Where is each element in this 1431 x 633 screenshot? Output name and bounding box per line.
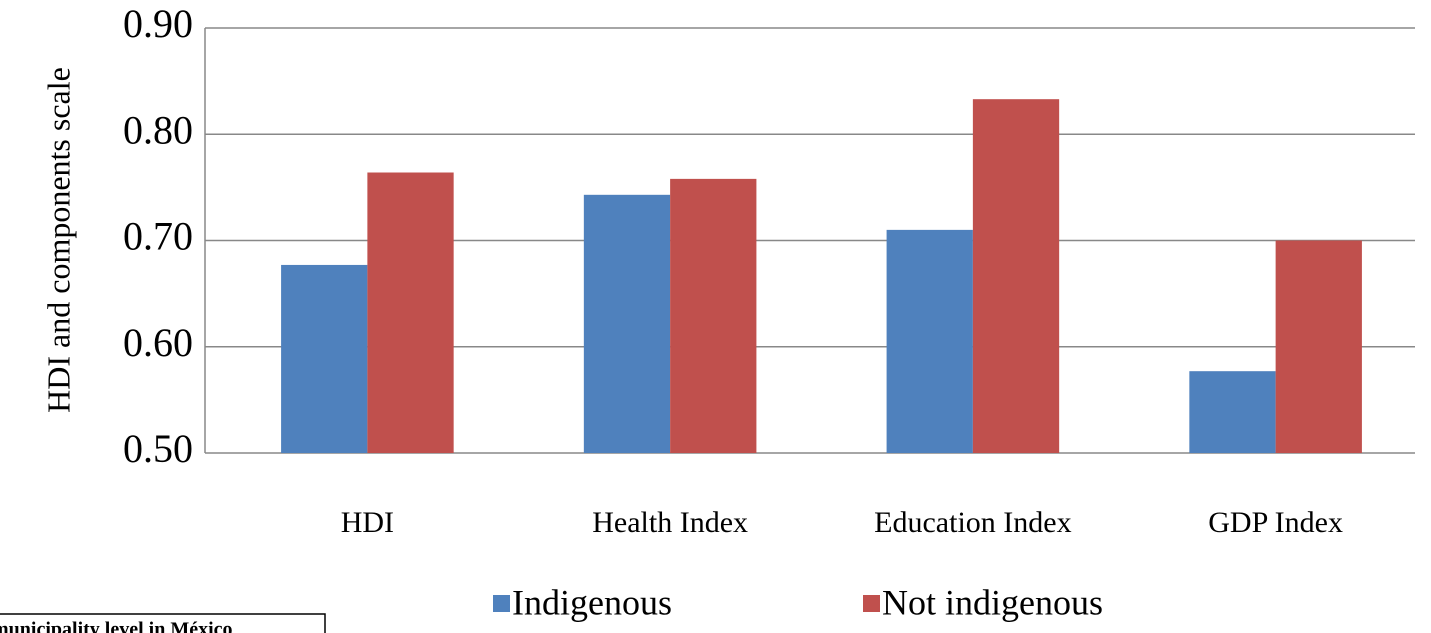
x-tick-label: Education Index <box>874 506 1071 539</box>
x-tick-label: HDI <box>341 506 394 539</box>
annotation-box <box>0 613 326 633</box>
x-tick-label: GDP Index <box>1208 506 1343 539</box>
legend-swatch <box>493 595 510 612</box>
bar <box>972 99 1060 453</box>
legend-label: Indigenous <box>512 582 672 622</box>
bar <box>886 229 973 453</box>
bar <box>583 194 671 453</box>
y-tick-label: 0.90 <box>123 1 193 46</box>
bar <box>367 172 454 453</box>
y-tick-label: 0.60 <box>123 320 193 365</box>
y-tick-label: 0.70 <box>123 214 193 259</box>
annotation: municipality level in México <box>0 619 233 633</box>
bar <box>281 264 368 453</box>
legend-label: Not indigenous <box>882 582 1103 622</box>
x-tick-label: Health Index <box>592 506 748 539</box>
bar <box>1189 371 1276 453</box>
y-axis-label: HDI and components scale <box>40 67 76 413</box>
y-tick-label: 0.50 <box>123 426 193 471</box>
bar <box>1275 240 1362 453</box>
y-tick-label: 0.80 <box>123 107 193 152</box>
bar <box>670 178 757 453</box>
legend-swatch <box>863 595 880 612</box>
